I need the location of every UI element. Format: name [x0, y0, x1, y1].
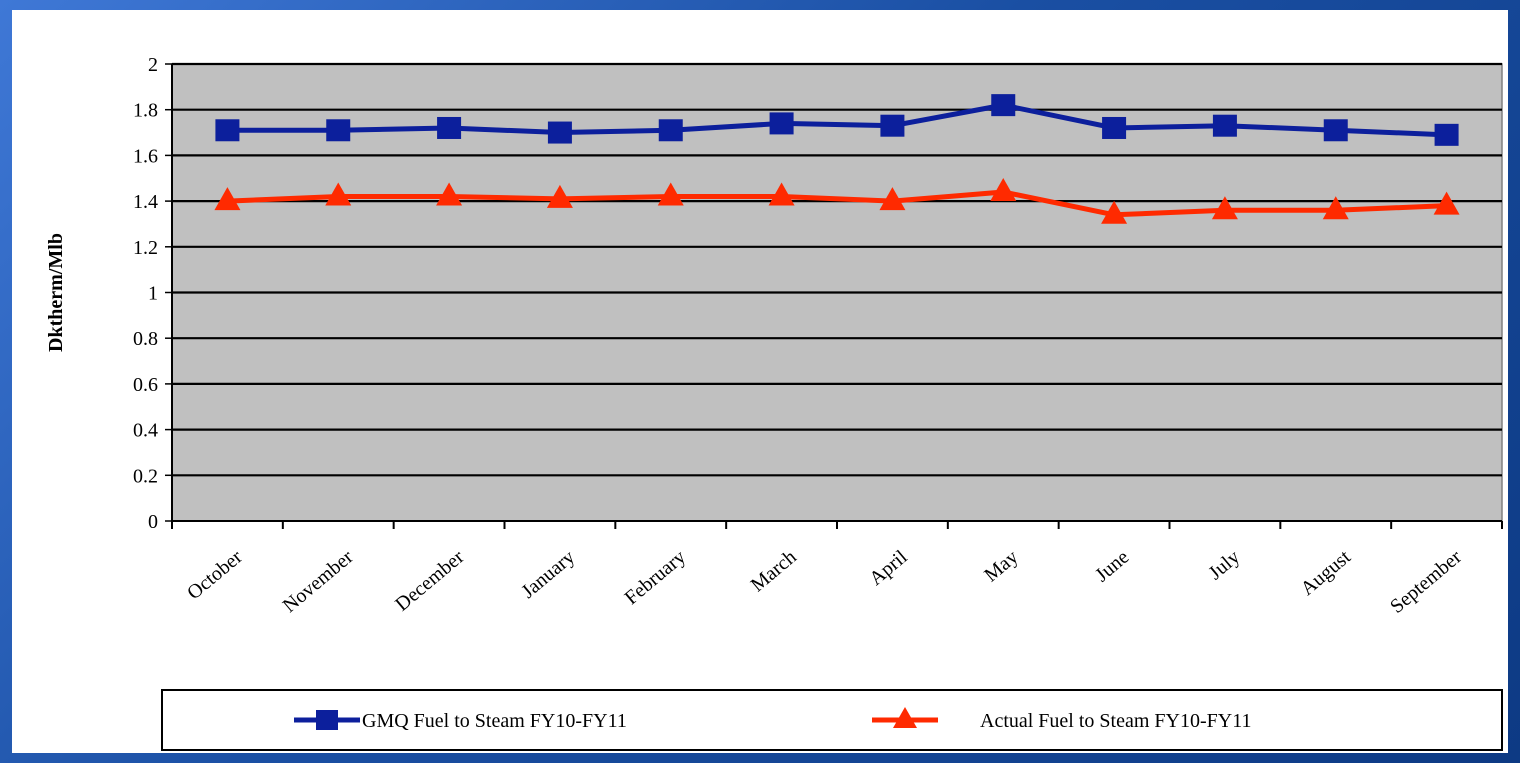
data-point-triangle — [879, 187, 906, 211]
y-tick-label: 2 — [148, 54, 158, 76]
y-tick-label: 1.8 — [133, 100, 158, 122]
data-point-triangle — [1101, 200, 1128, 224]
data-point-triangle — [768, 182, 795, 206]
x-tick-label: November — [279, 546, 358, 617]
data-point-square — [437, 116, 462, 139]
x-tick-label: December — [391, 546, 468, 616]
legend-box — [161, 689, 1503, 751]
data-point-triangle — [657, 182, 684, 206]
data-point-square — [880, 114, 905, 137]
y-tick-label: 1 — [148, 283, 158, 305]
x-tick-label: June — [1091, 546, 1133, 586]
y-tick-label: 1.4 — [133, 191, 158, 213]
y-tick-label: 0.4 — [133, 420, 158, 442]
y-tick-label: 0.6 — [133, 374, 158, 396]
y-tick-label: 0.8 — [133, 328, 158, 350]
x-tick-label: April — [865, 546, 912, 590]
x-tick-label: May — [980, 546, 1022, 586]
data-point-triangle — [214, 187, 241, 211]
data-point-square — [658, 119, 683, 142]
series-line-1 — [227, 102, 1447, 138]
y-tick-label: 1.2 — [133, 237, 158, 259]
data-point-square — [547, 121, 572, 144]
data-point-square — [1212, 114, 1237, 137]
x-tick-label: March — [747, 546, 801, 596]
x-tick-label: July — [1204, 546, 1244, 584]
line-chart: 0 0.2 0.4 0.6 0.8 1 1.2 1.4 1.6 1.8 2 October Novemb… — [45, 54, 1503, 751]
legend-marker-triangle — [893, 707, 917, 728]
data-point-square — [1323, 119, 1348, 142]
x-tick-label: September — [1386, 546, 1466, 618]
data-point-triangle — [1211, 196, 1238, 220]
data-point-triangle — [1433, 191, 1460, 215]
data-point-square — [1102, 116, 1127, 139]
data-point-triangle — [436, 182, 463, 206]
legend-label: Actual Fuel to Steam FY10-FY11 — [980, 710, 1251, 732]
data-point-square — [1434, 123, 1459, 146]
x-tick-label: January — [517, 546, 579, 603]
data-point-triangle — [325, 182, 352, 206]
data-point-square — [215, 119, 240, 142]
data-point-triangle — [990, 177, 1017, 201]
y-tick-label: 0.2 — [133, 465, 158, 487]
x-tick-label: February — [621, 546, 690, 609]
series-line-2 — [227, 189, 1447, 218]
x-tick-label: October — [183, 546, 247, 604]
y-tick-label: 0 — [148, 511, 158, 533]
data-point-square — [326, 119, 351, 142]
x-tick-label: August — [1297, 546, 1356, 600]
y-axis-title: Dktherm/Mlb — [45, 233, 67, 352]
legend-label: GMQ Fuel to Steam FY10-FY11 — [362, 710, 627, 732]
data-point-triangle — [1322, 196, 1349, 220]
chart-canvas: 0 0.2 0.4 0.6 0.8 1 1.2 1.4 1.6 1.8 2 October Novemb… — [12, 10, 1508, 753]
legend-marker-square — [316, 710, 338, 730]
y-tick-label: 1.6 — [133, 145, 158, 167]
data-point-square — [769, 112, 794, 135]
data-point-square — [991, 94, 1016, 117]
data-point-triangle — [546, 184, 573, 208]
